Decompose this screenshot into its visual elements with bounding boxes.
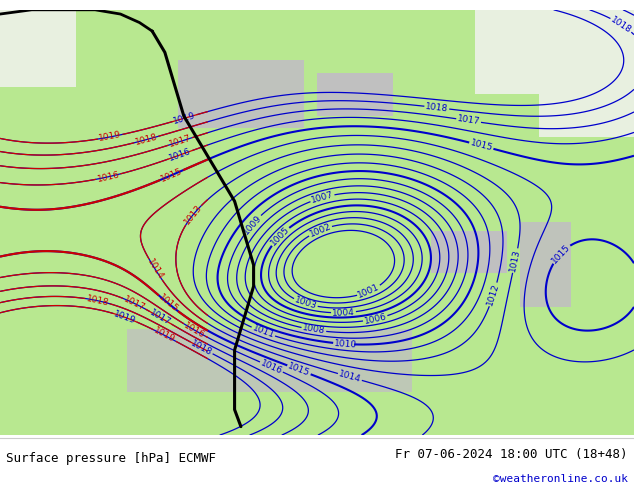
Text: 1019: 1019 bbox=[113, 309, 138, 325]
Text: 1015: 1015 bbox=[469, 138, 494, 153]
Text: 1006: 1006 bbox=[363, 312, 387, 326]
Text: 1019: 1019 bbox=[172, 111, 197, 126]
Text: 1001: 1001 bbox=[356, 283, 381, 300]
Text: 1018: 1018 bbox=[425, 102, 449, 113]
Text: 1007: 1007 bbox=[310, 190, 335, 205]
Text: Surface pressure [hPa] ECMWF: Surface pressure [hPa] ECMWF bbox=[6, 452, 216, 465]
Text: 1013: 1013 bbox=[182, 203, 204, 227]
Text: 1014: 1014 bbox=[338, 369, 362, 385]
Text: 1016: 1016 bbox=[168, 147, 193, 163]
Text: 1018: 1018 bbox=[134, 132, 158, 147]
Text: 1010: 1010 bbox=[334, 339, 358, 349]
Text: 1005: 1005 bbox=[269, 225, 291, 247]
Text: 1018: 1018 bbox=[190, 339, 214, 357]
Text: 1013: 1013 bbox=[508, 248, 522, 273]
Text: ©weatheronline.co.uk: ©weatheronline.co.uk bbox=[493, 474, 628, 484]
Text: 1004: 1004 bbox=[332, 308, 355, 318]
Text: 1015: 1015 bbox=[159, 167, 184, 184]
Text: 1017: 1017 bbox=[168, 134, 193, 149]
Text: 1016: 1016 bbox=[96, 170, 120, 184]
Text: 1016: 1016 bbox=[259, 358, 284, 376]
Text: 1011: 1011 bbox=[251, 323, 276, 340]
Text: Fr 07-06-2024 18:00 UTC (18+48): Fr 07-06-2024 18:00 UTC (18+48) bbox=[395, 448, 628, 461]
Text: 1019: 1019 bbox=[152, 326, 177, 345]
Text: 1008: 1008 bbox=[302, 323, 326, 336]
Text: 1003: 1003 bbox=[293, 295, 318, 311]
Text: 1009: 1009 bbox=[242, 213, 263, 236]
Text: 1016: 1016 bbox=[183, 320, 207, 340]
Text: 1012: 1012 bbox=[486, 282, 501, 307]
Text: 1015: 1015 bbox=[550, 242, 572, 265]
Text: 1017: 1017 bbox=[456, 115, 481, 127]
Text: 1002: 1002 bbox=[308, 222, 332, 239]
Text: 1015: 1015 bbox=[157, 293, 180, 314]
Text: 1015: 1015 bbox=[287, 362, 311, 378]
Text: 1018: 1018 bbox=[609, 15, 633, 35]
Text: 1014: 1014 bbox=[146, 258, 165, 282]
Text: 1018: 1018 bbox=[86, 294, 110, 308]
Text: 1019: 1019 bbox=[98, 130, 122, 144]
Text: 1017: 1017 bbox=[122, 294, 146, 313]
Text: 1017: 1017 bbox=[148, 308, 172, 327]
